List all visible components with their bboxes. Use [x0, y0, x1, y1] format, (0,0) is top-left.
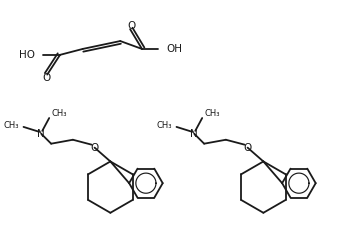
- Text: CH₃: CH₃: [3, 121, 19, 130]
- Text: O: O: [244, 143, 252, 153]
- Text: O: O: [42, 72, 51, 83]
- Text: CH₃: CH₃: [204, 108, 220, 118]
- Text: OH: OH: [167, 44, 183, 54]
- Text: N: N: [190, 129, 198, 139]
- Text: HO: HO: [19, 50, 35, 60]
- Text: CH₃: CH₃: [156, 121, 172, 130]
- Text: O: O: [127, 21, 135, 31]
- Text: N: N: [37, 129, 45, 139]
- Text: CH₃: CH₃: [51, 108, 67, 118]
- Text: O: O: [90, 143, 99, 153]
